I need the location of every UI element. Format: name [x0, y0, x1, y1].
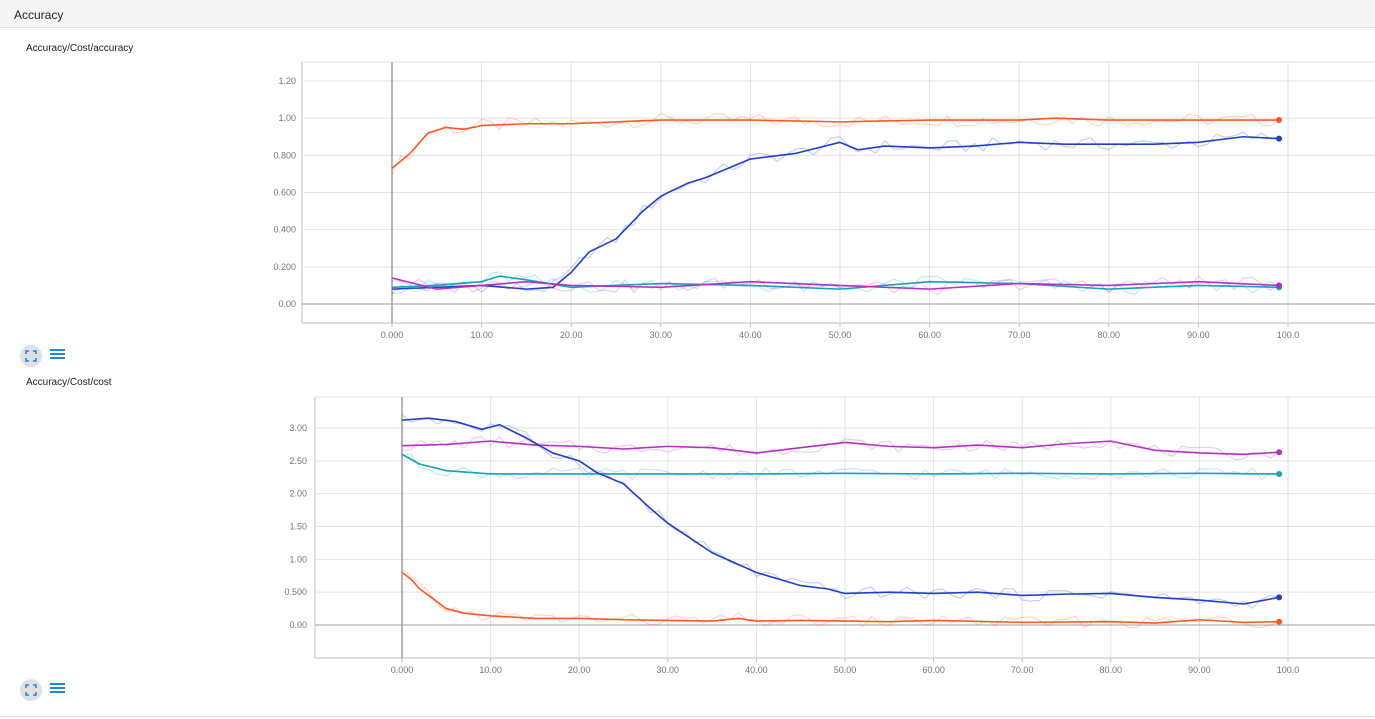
- y-tick-label: 1.00: [278, 113, 296, 123]
- y-tick-label: 3.00: [289, 423, 307, 433]
- series-raw-line: [401, 452, 1280, 481]
- y-tick-label: 0.200: [273, 262, 296, 272]
- x-tick-label: 40.00: [745, 665, 768, 675]
- series-end-dot: [1276, 470, 1283, 477]
- x-tick-label: 0.000: [391, 665, 414, 675]
- series-line: [401, 453, 1280, 475]
- x-tick-label: 50.00: [834, 665, 857, 675]
- x-tick-label: 80.00: [1098, 330, 1121, 340]
- series-raw-line: [401, 435, 1280, 461]
- chart-title-cost: Accuracy/Cost/cost: [26, 377, 112, 388]
- x-tick-label: 60.00: [922, 665, 945, 675]
- series-end-dot: [1276, 282, 1283, 289]
- x-tick-label: 70.00: [1011, 665, 1034, 675]
- x-tick-label: 30.00: [657, 665, 680, 675]
- pane-header[interactable]: Accuracy: [0, 0, 1375, 28]
- y-tick-label: 1.50: [289, 522, 307, 532]
- series-line: [401, 571, 1280, 624]
- x-tick-label: 50.00: [829, 330, 852, 340]
- y-tick-label: 0.600: [273, 188, 296, 198]
- series-line: [391, 277, 1280, 290]
- series-end-dot: [1276, 135, 1283, 142]
- data-toggle-button[interactable]: [50, 348, 66, 364]
- y-tick-label: 0.00: [289, 620, 307, 630]
- x-tick-label: 70.00: [1008, 330, 1031, 340]
- y-tick-label: 0.00: [278, 299, 296, 309]
- x-tick-label: 100.0: [1277, 665, 1300, 675]
- x-tick-label: 30.00: [650, 330, 673, 340]
- x-tick-label: 10.00: [470, 330, 493, 340]
- series-end-dot: [1276, 117, 1283, 124]
- x-tick-label: 20.00: [568, 665, 591, 675]
- y-tick-label: 0.400: [273, 225, 296, 235]
- divider: [0, 716, 1375, 717]
- y-tick-label: 1.00: [289, 554, 307, 564]
- series-raw-line: [401, 569, 1280, 629]
- x-tick-label: 0.000: [381, 330, 404, 340]
- series-line: [401, 417, 1280, 605]
- x-tick-label: 100.0: [1277, 330, 1300, 340]
- data-toggle-button-2[interactable]: [50, 682, 66, 698]
- y-tick-label: 0.800: [273, 150, 296, 160]
- x-tick-label: 10.00: [479, 665, 502, 675]
- x-tick-label: 90.00: [1188, 665, 1211, 675]
- x-tick-label: 40.00: [739, 330, 762, 340]
- series-raw-line: [391, 271, 1280, 295]
- series-raw-line: [391, 112, 1280, 176]
- y-tick-label: 2.50: [289, 456, 307, 466]
- series-line: [391, 135, 1280, 290]
- fullscreen-button-2[interactable]: [20, 679, 42, 701]
- fullscreen-icon: [25, 684, 37, 696]
- x-tick-label: 60.00: [918, 330, 941, 340]
- series-end-dot: [1276, 618, 1283, 625]
- series-end-dot: [1276, 449, 1283, 456]
- chart-title-accuracy: Accuracy/Cost/accuracy: [26, 43, 134, 54]
- list-icon: [50, 683, 65, 693]
- y-tick-label: 2.00: [289, 489, 307, 499]
- y-tick-label: 1.20: [278, 76, 296, 86]
- fullscreen-button[interactable]: [20, 345, 42, 367]
- series-line: [391, 117, 1280, 169]
- x-tick-label: 90.00: [1187, 330, 1210, 340]
- list-icon: [50, 349, 65, 359]
- y-tick-label: 0.500: [284, 587, 307, 597]
- series-end-dot: [1276, 594, 1283, 601]
- fullscreen-icon: [25, 350, 37, 362]
- pane-title: Accuracy: [14, 8, 64, 22]
- x-tick-label: 80.00: [1100, 665, 1123, 675]
- series-line: [401, 440, 1280, 456]
- x-tick-label: 20.00: [560, 330, 583, 340]
